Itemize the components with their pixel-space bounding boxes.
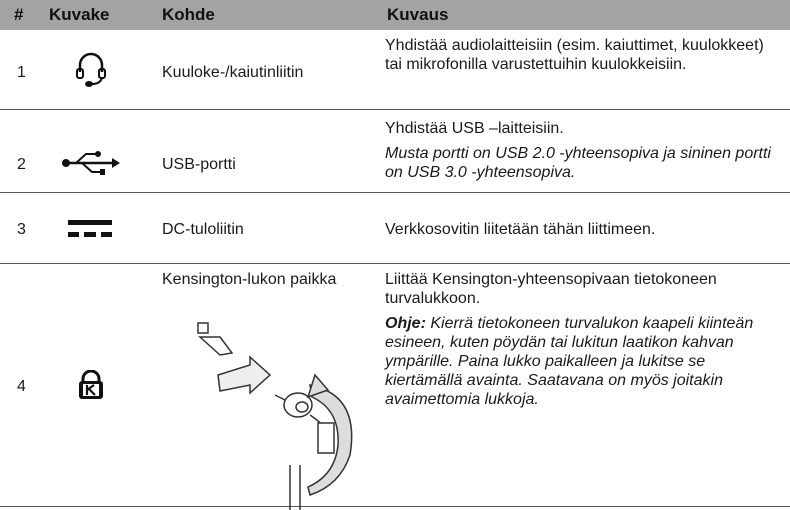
header: Kohde [162,5,215,24]
kensington-icon [79,370,103,399]
description: Liittää Kensington-yhteensopivaan tietok… [385,270,785,415]
kensington-illustration [197,322,353,510]
header: Kuvake [49,5,110,24]
headphone-icon [76,52,106,87]
description-text: Verkkosovitin liitetään tähän liittimeen… [385,221,656,238]
row-separator [0,263,790,264]
header: Kuvaus [387,5,449,24]
row-separator [0,192,790,193]
note-body: Kierrä tietokoneen turvalukon kaapeli ki… [385,315,754,408]
description-text: Yhdistää audiolaitteisiin (esim. kaiutti… [385,37,764,73]
note-text: Musta portti on USB 2.0 -yhteensopiva ja… [385,145,771,181]
description-text: Liittää Kensington-yhteensopivaan tietok… [385,271,717,307]
description: Verkkosovitin liitetään tähän liittimeen… [385,220,785,245]
target: USB-portti [162,156,236,173]
header: # [14,5,24,24]
usb-icon [62,151,120,175]
description-text: Yhdistää USB –laitteisiin. [385,120,564,137]
row-number: 3 [17,221,26,238]
row-number: 1 [17,64,26,81]
target: Kuuloke-/kaiutinliitin [162,64,304,81]
note-label: Ohje: [385,315,426,332]
note-text: Ohje: Kierrä tietokoneen turvalukon kaap… [385,314,785,409]
row-separator [0,109,790,110]
target: DC-tuloliitin [162,221,244,238]
dc-icon [68,220,112,237]
row-separator [0,506,790,507]
row-number: 2 [17,156,26,173]
row-number: 4 [17,378,26,395]
description: Yhdistää audiolaitteisiin (esim. kaiutti… [385,36,785,80]
description: Yhdistää USB –laitteisiin. Musta portti o… [385,119,785,188]
target: Kensington-lukon paikka [162,271,337,288]
header-row [0,0,790,30]
